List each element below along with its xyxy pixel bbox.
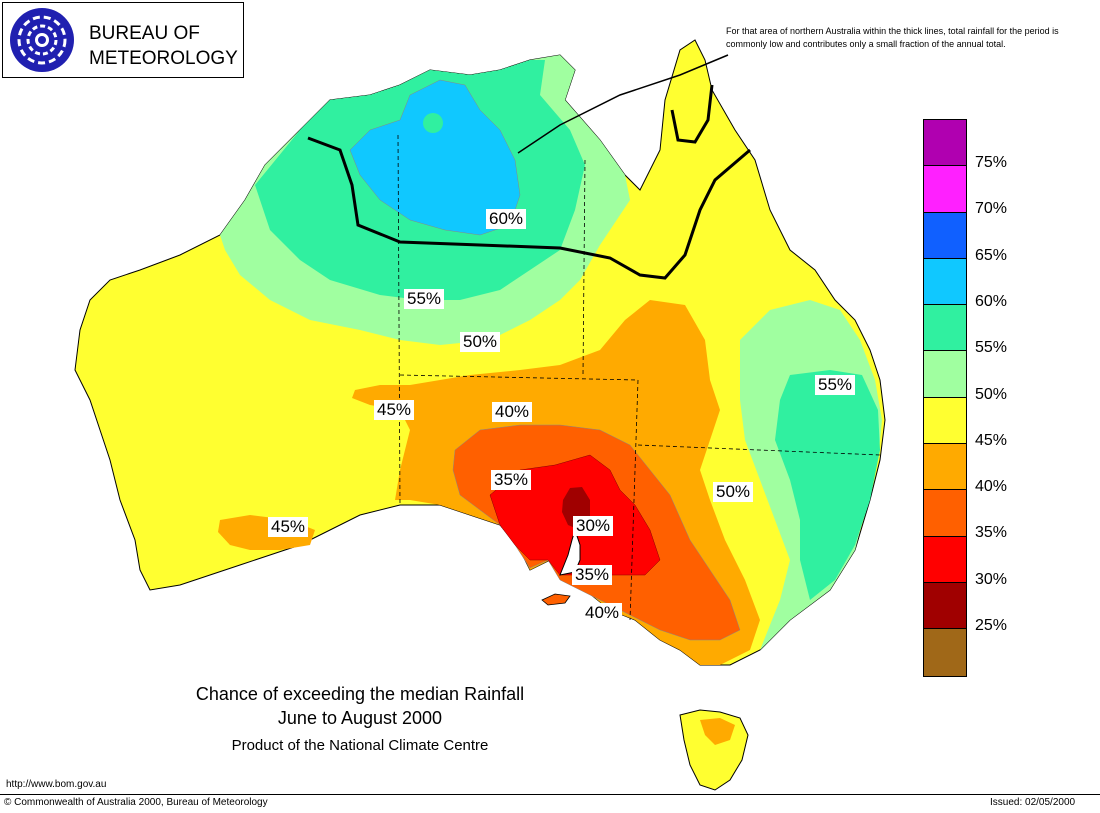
legend-label: 40% bbox=[975, 478, 1008, 496]
state-borders bbox=[397, 134, 881, 621]
map-producer: Product of the National Climate Centre bbox=[231, 737, 489, 754]
kangaroo-island bbox=[541, 593, 571, 606]
logo-line-1: BUREAU OF bbox=[89, 23, 200, 44]
map-label-35: 35% bbox=[491, 470, 532, 490]
legend-swatch bbox=[924, 212, 966, 259]
legend-label: 75% bbox=[975, 154, 1008, 171]
map-label-35-vic: 35% bbox=[572, 565, 613, 585]
legend-label: 35% bbox=[975, 524, 1008, 542]
legend-label: 65% bbox=[975, 246, 1008, 264]
map-label-45-sa: 45% bbox=[374, 400, 415, 420]
map-label-55-north: 55% bbox=[404, 289, 445, 309]
map-label-60: 60% bbox=[486, 209, 527, 229]
legend-swatch bbox=[924, 397, 966, 445]
low-rainfall-boundary-line bbox=[307, 136, 751, 280]
tasmania-orange-zone bbox=[700, 718, 735, 745]
legend-label: 70% bbox=[975, 200, 1008, 218]
legend-swatch bbox=[924, 351, 966, 398]
color-legend bbox=[923, 119, 967, 677]
legend-swatch bbox=[924, 490, 966, 537]
note-leader-line bbox=[517, 54, 729, 154]
legend-swatch bbox=[924, 258, 966, 306]
bom-logo-text: BUREAU OF METEOROLOGY bbox=[89, 21, 238, 71]
issued-date: Issued: 02/05/2000 bbox=[990, 797, 1076, 808]
legend-swatch bbox=[924, 629, 966, 676]
logo-line-2: METEOROLOGY bbox=[89, 48, 238, 69]
map-label-50-east: 50% bbox=[713, 482, 754, 502]
legend-swatch bbox=[924, 166, 966, 213]
legend-label: 50% bbox=[975, 385, 1008, 403]
map-title: Chance of exceeding the median Rainfall bbox=[195, 684, 525, 704]
map-label-45-wa: 45% bbox=[268, 517, 309, 537]
thick-lines-note: For that area of northern Australia with… bbox=[726, 26, 1059, 49]
map-label-40-vic: 40% bbox=[582, 603, 623, 623]
legend-label: 25% bbox=[975, 617, 1008, 634]
website-link[interactable]: http://www.bom.gov.au bbox=[6, 779, 107, 790]
legend-swatch bbox=[924, 120, 966, 167]
legend-swatch bbox=[924, 305, 966, 352]
legend-label: 30% bbox=[975, 570, 1008, 588]
copyright-text: © Commonwealth of Australia 2000, Bureau… bbox=[4, 797, 268, 808]
map-label-30: 30% bbox=[573, 516, 614, 536]
zone-55-60-east bbox=[775, 370, 880, 600]
legend-label: 45% bbox=[975, 431, 1008, 449]
legend-swatch bbox=[924, 582, 966, 630]
cape-york-boundary-line bbox=[670, 84, 714, 144]
map-label-50-mid: 50% bbox=[460, 332, 501, 352]
legend-label: 60% bbox=[975, 292, 1008, 310]
legend-swatch bbox=[924, 536, 966, 583]
zone-60-island bbox=[423, 113, 443, 133]
map-period: June to August 2000 bbox=[277, 708, 443, 728]
legend-label: 55% bbox=[975, 339, 1008, 357]
logo-icon bbox=[10, 8, 74, 72]
footer-divider bbox=[0, 794, 1100, 795]
map-label-55-east: 55% bbox=[815, 375, 856, 395]
legend-swatch bbox=[924, 444, 966, 491]
map-label-40-sa: 40% bbox=[492, 402, 533, 422]
zone-60-65-north bbox=[349, 79, 521, 236]
